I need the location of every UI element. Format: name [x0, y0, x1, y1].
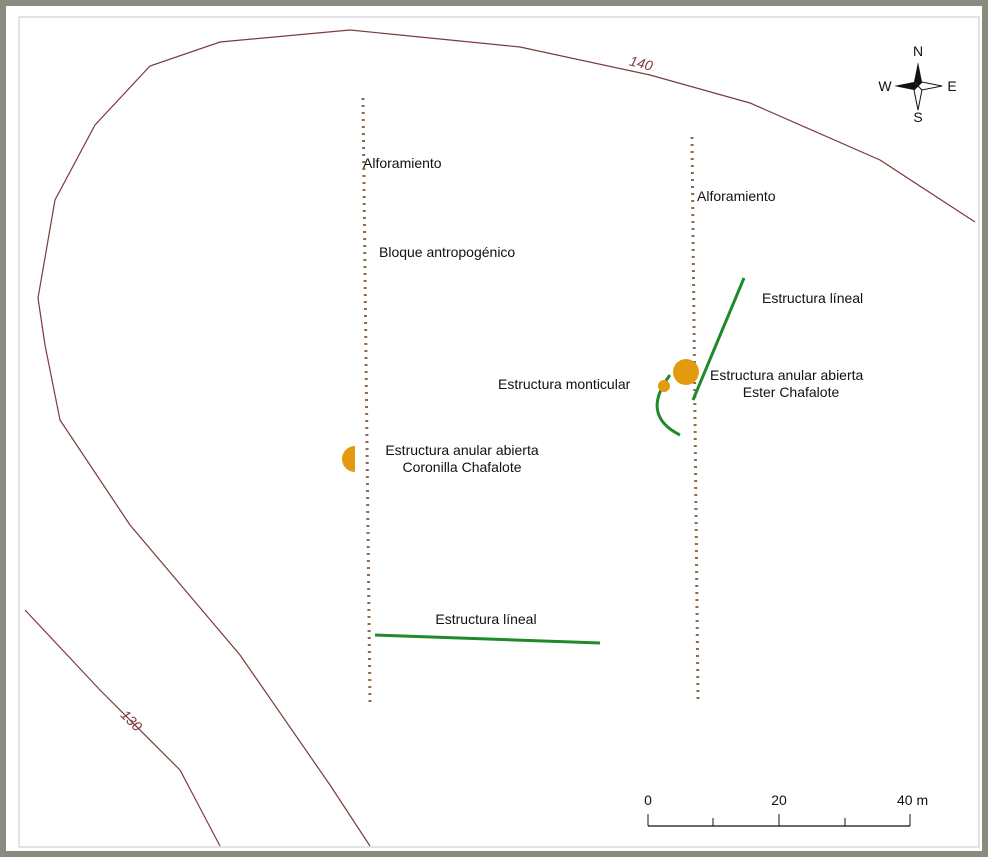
compass-e: E [947, 78, 956, 94]
outcrop-line [690, 136, 700, 701]
ring-structure [673, 359, 699, 385]
scale-bar: 0 20 40 m [644, 792, 928, 827]
linear-structure [691, 277, 746, 401]
scale-label: 40 m [897, 792, 928, 808]
ring-structure [342, 446, 355, 472]
feature-label: Bloque antropogénico [379, 244, 515, 260]
map-area [18, 16, 980, 848]
contour-label: 140 [628, 53, 655, 74]
scale-label: 0 [644, 792, 652, 808]
feature-label: Estructura líneal [435, 611, 536, 627]
feature-label: Estructura anular abierta [710, 367, 864, 383]
feature-label: Alforamiento [697, 188, 776, 204]
mound [658, 380, 670, 392]
compass-w: W [878, 78, 892, 94]
compass-s: S [913, 109, 922, 125]
compass: N S E W [878, 43, 956, 125]
compass-n: N [913, 43, 923, 59]
feature-label: Estructura anular abierta [385, 442, 539, 458]
feature-label: Alforamiento [363, 155, 442, 171]
outcrop-line [361, 97, 372, 706]
contour-140 [37, 29, 976, 847]
contour-130 [24, 609, 221, 847]
feature-label: Coronilla Chafalote [402, 459, 521, 475]
feature-label: Estructura líneal [762, 290, 863, 306]
scale-label: 20 [771, 792, 787, 808]
feature-label: Estructura monticular [498, 376, 631, 392]
feature-label: Ester Chafalote [743, 384, 840, 400]
linear-structure [374, 633, 601, 645]
